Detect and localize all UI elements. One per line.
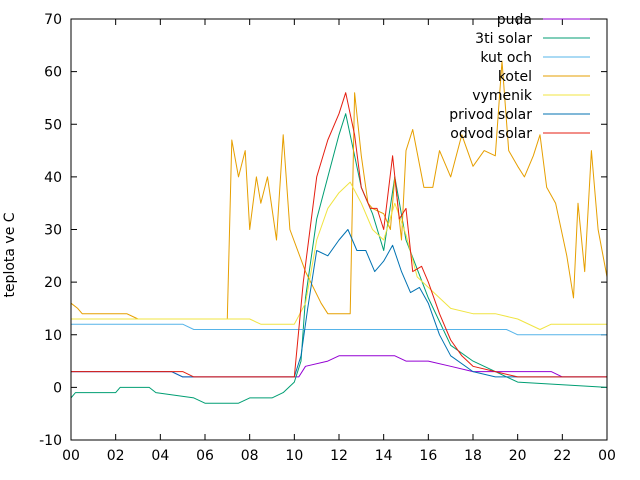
y-tick-label: 30 [44,223,62,239]
x-tick-label: 18 [464,448,482,464]
series-line-kotel [70,60,608,320]
legend-label: 3ti solar [475,31,532,47]
series-lines [70,60,608,404]
y-axis-label: teplota ve C [2,212,18,297]
legend-label: kut och [480,50,532,66]
legend: puda 3ti solar kut och kotel vymenik privod s… [449,12,590,142]
legend-label: puda [497,12,532,28]
x-tick-label: 00 [598,448,616,464]
legend-label: kotel [498,69,532,85]
y-tick-label: 70 [44,12,62,28]
axis-ticks: 00 02 04 06 08 10 12 14 16 18 20 22 00-1001020304050… [39,12,616,464]
x-tick-label: 12 [330,448,348,464]
legend-label: vymenik [472,88,533,104]
plot-frame [70,18,608,441]
legend-label: privod solar [449,107,532,123]
x-tick-label: 10 [285,448,303,464]
x-tick-label: 02 [107,448,125,464]
y-tick-label: 10 [44,328,62,344]
y-tick-label: 50 [44,117,62,133]
y-tick-label: -10 [39,433,62,449]
x-tick-label: 06 [196,448,214,464]
series-line-vymenik [71,181,607,330]
series-line-kut-och [71,323,607,336]
series-line-odvod-solar [71,92,607,378]
x-tick-label: 22 [553,448,571,464]
x-tick-label: 08 [241,448,259,464]
x-tick-label: 00 [62,448,80,464]
x-tick-label: 14 [375,448,393,464]
y-tick-label: 20 [44,275,62,291]
x-tick-label: 16 [419,448,437,464]
y-tick-label: 60 [44,65,62,81]
x-tick-label: 20 [509,448,527,464]
x-tick-label: 04 [151,448,169,464]
y-tick-label: 40 [44,170,62,186]
legend-label: odvod solar [450,126,532,142]
y-tick-label: 0 [53,380,62,396]
series-line-privod-solar [71,229,607,378]
series-line-3ti-solar [70,113,608,404]
